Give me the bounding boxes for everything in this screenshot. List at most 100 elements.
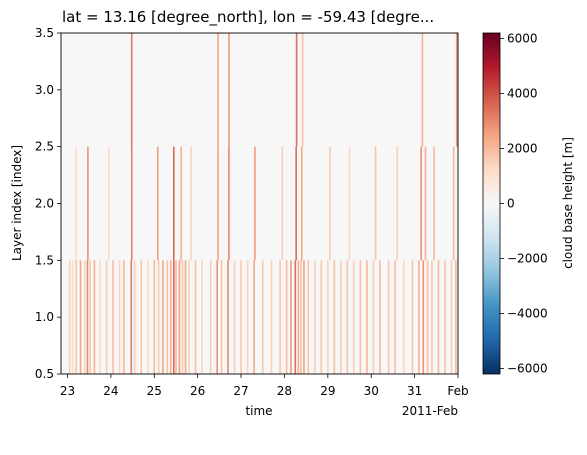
- y-tick-label: 0.5: [35, 367, 54, 381]
- heatmap-cell: [180, 146, 182, 261]
- colorbar-label: cloud base height [m]: [561, 137, 575, 269]
- heatmap-cell: [346, 260, 349, 374]
- heatmap-cell: [184, 260, 187, 374]
- heatmap-cell: [89, 260, 91, 374]
- heatmap-cell: [366, 260, 368, 374]
- heatmap-cell: [437, 260, 440, 374]
- heatmap-cell: [431, 260, 433, 374]
- heatmap-cell: [420, 146, 422, 261]
- colorbar-tick-label: 0: [507, 197, 515, 211]
- heatmap-cell: [216, 260, 218, 374]
- heatmap-cell: [320, 260, 323, 374]
- heatmap-cell: [301, 146, 303, 261]
- heatmap-cell: [175, 260, 177, 374]
- heatmap-cell: [359, 260, 362, 374]
- heatmap-cell: [84, 260, 86, 374]
- x-tick-label: Feb: [447, 384, 468, 398]
- heatmap-cell: [418, 260, 420, 374]
- heatmap-cell: [123, 260, 125, 374]
- heatmap-cell: [140, 260, 143, 374]
- chart-title: lat = 13.16 [degree_north], lon = -59.43…: [62, 8, 434, 27]
- heatmap-cell: [353, 260, 355, 374]
- colorbar-tick-label: 6000: [507, 32, 538, 46]
- heatmap-cell: [105, 260, 108, 374]
- heatmap-cell: [450, 260, 453, 374]
- heatmap-cell: [240, 260, 242, 374]
- heatmap-cell: [424, 146, 427, 261]
- colorbar-tick-label: 4000: [507, 87, 538, 101]
- heatmap-cell: [181, 260, 184, 374]
- heatmap-cell: [379, 260, 381, 374]
- heatmap-cell: [281, 146, 284, 261]
- heatmap-cell: [173, 260, 175, 374]
- heatmap-cell: [253, 260, 255, 374]
- heatmap-cell: [300, 260, 302, 374]
- heatmap-cell: [190, 146, 192, 261]
- y-tick-label: 2.5: [35, 140, 54, 154]
- heatmap-cell: [246, 260, 249, 374]
- heatmap-cell: [220, 260, 223, 374]
- heatmap-cell: [340, 260, 342, 374]
- heatmap-cell: [254, 146, 256, 261]
- heatmap-cell: [307, 260, 310, 374]
- heatmap-cell: [130, 260, 133, 374]
- heatmap-cell: [411, 260, 414, 374]
- heatmap-cell: [162, 260, 164, 374]
- heatmap-cell: [99, 260, 101, 374]
- plot-area: [61, 33, 458, 374]
- layer-1-background: [61, 260, 458, 374]
- colorbar-tick-label: 2000: [507, 142, 538, 156]
- heatmap-cell: [227, 260, 229, 374]
- y-axis-ticks: 0.5 1.0 1.5 2.0 2.5 3.0 3.5: [35, 26, 61, 381]
- heatmap-cell: [209, 260, 212, 374]
- heatmap-cell: [261, 260, 264, 374]
- heatmap-cell: [228, 33, 230, 147]
- heatmap-cell: [372, 260, 375, 374]
- x-tick-label: 25: [147, 384, 162, 398]
- heatmap-cell: [107, 146, 110, 261]
- heatmap-cell: [374, 146, 377, 261]
- x-tick-label: 27: [233, 384, 248, 398]
- heatmap-cell: [157, 260, 160, 374]
- heatmap-cell: [178, 260, 181, 374]
- heatmap-cell: [303, 260, 305, 374]
- heatmap-cell: [217, 146, 219, 261]
- x-tick-label: 23: [60, 384, 75, 398]
- heatmap-cell: [130, 33, 133, 147]
- heatmap-cell: [169, 260, 172, 374]
- heatmap-cell: [333, 260, 336, 374]
- y-tick-label: 1.0: [35, 310, 54, 324]
- heatmap-cell: [188, 260, 190, 374]
- heatmap-cell: [156, 146, 159, 261]
- heatmap-cell: [421, 33, 424, 147]
- heatmap-cell: [153, 260, 156, 374]
- heatmap-cell: [290, 260, 292, 374]
- heatmap-cell: [228, 146, 230, 261]
- y-tick-label: 3.0: [35, 83, 54, 97]
- layer-2-background: [61, 146, 458, 261]
- x-axis-offset-label: 2011-Feb: [402, 404, 458, 418]
- heatmap-cell: [426, 260, 429, 374]
- y-tick-label: 2.0: [35, 197, 54, 211]
- heatmap-cell: [387, 260, 390, 374]
- heatmap-cell: [118, 260, 121, 374]
- heatmap-cell: [294, 260, 297, 374]
- colorbar: [482, 32, 501, 375]
- heatmap-cell: [402, 260, 405, 374]
- heatmap-cell: [233, 260, 236, 374]
- heatmap-cell: [75, 146, 77, 261]
- heatmap-cell: [295, 33, 298, 147]
- heatmap-cell: [87, 146, 89, 261]
- heatmap-cell: [295, 146, 297, 261]
- heatmap-cell: [455, 260, 457, 374]
- heatmap-cell: [314, 260, 316, 374]
- heatmap-cell: [194, 260, 197, 374]
- colorbar-tick-label: −2000: [507, 252, 548, 266]
- heatmap-cell: [130, 146, 133, 261]
- colorbar-tick-label: −4000: [507, 307, 548, 321]
- x-tick-label: 29: [320, 384, 335, 398]
- heatmap-cell: [79, 260, 82, 374]
- heatmap-cell: [329, 146, 331, 261]
- colorbar-ticks: 6000 4000 2000 0 −2000 −4000 −6000: [500, 32, 548, 376]
